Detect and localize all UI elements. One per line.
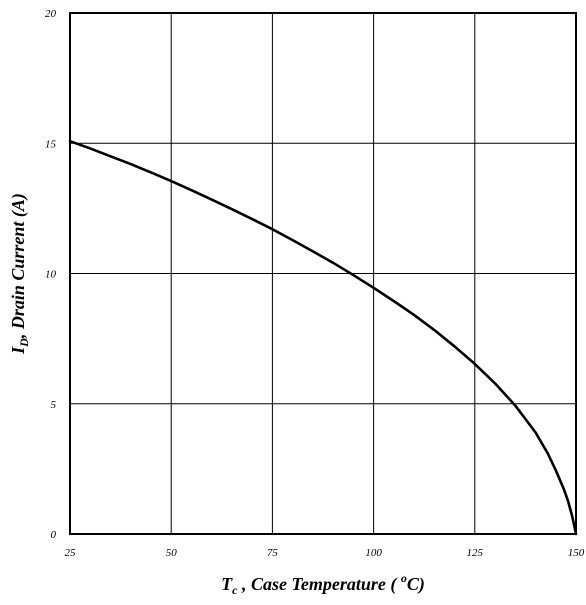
grid-lines [69,12,577,535]
y-axis-subscript: D [17,338,31,348]
y-tick-label-2: 10 [45,269,57,281]
x-axis-text: , Case Temperature ( [238,574,401,595]
y-tick-label-0: 0 [51,529,57,541]
x-axis-unit: C) [407,574,425,595]
x-tick-label-1: 50 [166,547,178,559]
y-axis-text: , Drain Current (A) [8,193,29,339]
plot-frame [69,12,577,535]
x-tick-label-3: 100 [365,547,382,559]
x-axis-subscript: c [232,583,238,597]
tick-labels: 25 50 75 100 125 150 0 5 10 15 20 [45,8,585,559]
y-tick-label-3: 15 [45,138,57,150]
x-axis-degree: o [401,571,407,585]
x-tick-label-5: 150 [568,547,585,559]
y-axis-label: ID, Drain Current (A) [8,193,31,355]
x-axis-symbol: T [221,574,233,594]
x-tick-label-2: 75 [267,547,279,559]
y-tick-label-1: 5 [51,399,57,411]
y-axis-symbol: I [8,346,28,355]
x-axis-label: Tc , Case Temperature ( oC) [221,571,425,597]
series-line-0 [68,139,578,536]
x-tick-label-0: 25 [65,547,77,559]
x-tick-label-4: 125 [467,547,484,559]
series-layer [68,139,578,536]
y-tick-label-4: 20 [45,8,57,20]
